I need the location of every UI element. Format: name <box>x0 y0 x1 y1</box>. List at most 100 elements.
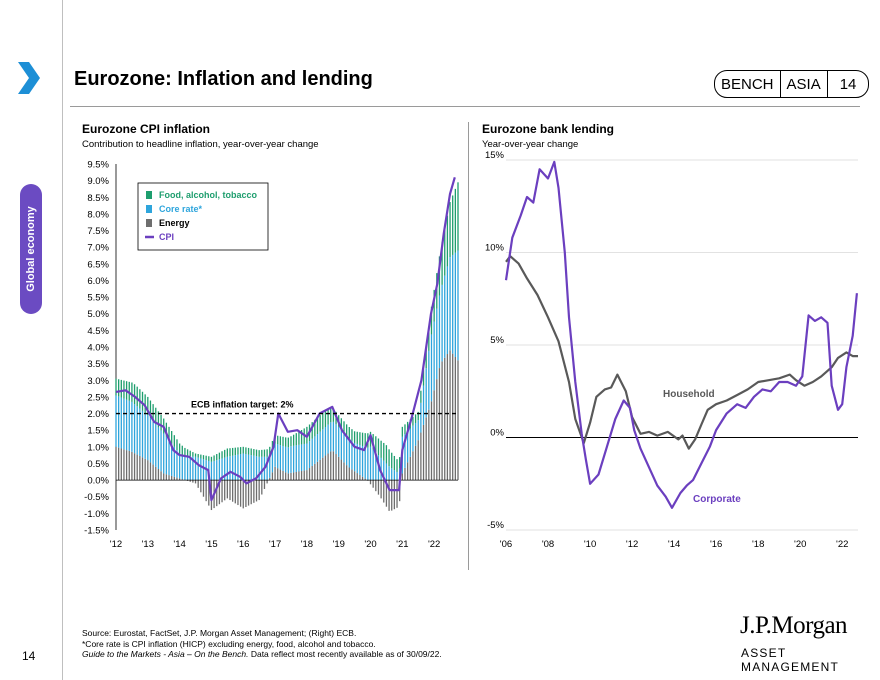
y-tick-label: 10% <box>485 243 505 254</box>
x-tick-label: '12 <box>626 539 638 550</box>
food-bar <box>457 182 459 251</box>
x-tick-label: '14 <box>173 539 185 550</box>
month-bar-group <box>319 415 321 481</box>
month-bar-group <box>292 434 295 481</box>
food-bar <box>327 409 329 425</box>
energy-bar <box>165 474 168 481</box>
month-bar-group <box>364 433 366 481</box>
food-bar <box>155 407 157 425</box>
month-bar-group <box>189 450 191 482</box>
core-bar <box>155 424 157 467</box>
month-bar-group <box>261 449 263 495</box>
x-tick-label: '13 <box>142 539 154 550</box>
y-tick-label: 7.5% <box>87 226 109 237</box>
core-bar <box>200 458 202 481</box>
core-bar <box>139 408 141 456</box>
energy-bar <box>261 480 263 495</box>
core-bar <box>279 445 282 470</box>
month-bar-group <box>351 429 353 481</box>
energy-bar <box>346 465 348 481</box>
food-bar <box>422 369 425 386</box>
food-bar <box>226 448 228 457</box>
y-tick-label: 2.5% <box>87 392 109 403</box>
month-bar-group <box>417 411 419 481</box>
month-bar-group <box>144 394 146 481</box>
month-bar-group <box>311 422 313 481</box>
month-bar-group <box>346 424 348 481</box>
month-bar-group <box>131 382 133 481</box>
core-bar <box>234 455 236 481</box>
core-bar <box>213 460 215 481</box>
food-bar <box>186 449 189 456</box>
energy-bar <box>216 480 218 507</box>
section-tab[interactable] <box>20 184 42 314</box>
core-bar <box>428 350 430 410</box>
core-bar <box>314 436 316 464</box>
food-bar <box>441 241 443 285</box>
y-tick-label: 0% <box>490 428 504 439</box>
energy-bar <box>157 469 160 481</box>
asset-management-label: ASSET MANAGEMENT <box>741 646 840 674</box>
energy-bar <box>226 480 228 499</box>
month-bar-group <box>250 448 252 505</box>
core-bar <box>372 449 374 481</box>
energy-bar <box>181 479 183 481</box>
food-bar <box>314 419 316 437</box>
month-bar-group <box>147 396 149 481</box>
core-bar <box>383 460 385 481</box>
y-tick-label: 9.5% <box>87 160 109 171</box>
energy-bar <box>128 450 130 481</box>
food-bar <box>181 445 183 455</box>
food-bar <box>149 400 152 419</box>
energy-bar <box>359 474 361 481</box>
food-bar <box>322 412 324 430</box>
energy-bar <box>141 457 144 481</box>
month-bar-group <box>449 202 451 481</box>
month-bar-group <box>330 408 332 481</box>
month-bar-group <box>197 454 199 488</box>
core-bar <box>417 420 419 441</box>
month-bar-group <box>221 451 223 503</box>
core-bar <box>163 433 165 474</box>
footnote-guide-title: Guide to the Markets - Asia – On the Ben… <box>82 649 249 659</box>
core-bar <box>330 422 332 452</box>
core-bar <box>232 455 234 481</box>
energy-bar <box>192 480 194 483</box>
month-bar-group <box>316 417 319 481</box>
energy-bar <box>125 450 128 481</box>
footnote-guide: Guide to the Markets - Asia – On the Ben… <box>82 649 442 660</box>
x-tick-label: '06 <box>500 539 512 550</box>
food-bar <box>128 381 130 401</box>
core-bar <box>192 456 194 481</box>
badge-asia: ASIA <box>779 71 827 97</box>
core-bar <box>457 250 459 361</box>
month-bar-group <box>385 445 388 507</box>
month-bar-group <box>324 411 327 481</box>
core-bar <box>255 456 258 481</box>
core-bar <box>393 470 396 481</box>
month-bar-group <box>414 414 417 481</box>
food-bar <box>269 446 271 455</box>
month-bar-group <box>205 455 207 502</box>
food-bar <box>247 447 250 455</box>
month-bar-group <box>237 447 239 506</box>
energy-bar <box>149 462 152 481</box>
food-bar <box>216 454 218 461</box>
footnote-core-definition: *Core rate is CPI inflation (HICP) exclu… <box>82 638 376 649</box>
core-bar <box>367 447 369 481</box>
month-bar-group <box>290 436 292 481</box>
month-bar-group <box>232 447 234 502</box>
core-bar <box>444 275 446 358</box>
energy-bar <box>274 466 276 481</box>
x-tick-label: '14 <box>668 539 680 550</box>
core-bar <box>369 446 372 481</box>
left-chart-title: Eurozone CPI inflation <box>82 122 210 136</box>
energy-bar <box>205 480 207 502</box>
energy-bar <box>436 379 438 481</box>
food-bar <box>396 459 398 472</box>
core-bar <box>141 410 144 458</box>
energy-bar <box>420 432 422 481</box>
core-bar <box>319 431 321 460</box>
food-bar <box>391 452 393 469</box>
core-bar <box>210 461 213 481</box>
